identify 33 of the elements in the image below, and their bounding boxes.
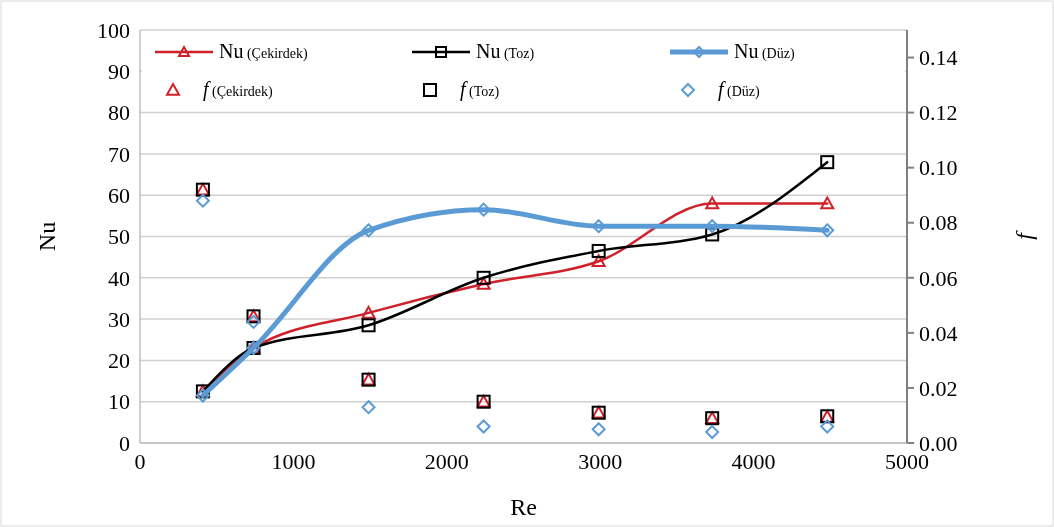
- x-tick-label: 3000: [578, 449, 623, 474]
- y-axis-title: Nu: [34, 221, 60, 252]
- legend-label: Nu (Düz): [734, 40, 795, 62]
- y2-tick-label: 0.06: [919, 265, 958, 291]
- x-tick-label: 0: [134, 449, 146, 474]
- y2-tick-label: 0.08: [919, 210, 958, 236]
- y2-tick-label: 0.14: [919, 45, 958, 71]
- y2-tick-label: 0.12: [919, 100, 958, 126]
- legend-label: f (Toz): [460, 78, 500, 101]
- y-tick-label: 80: [108, 100, 130, 126]
- x-tick-label: 1000: [271, 449, 316, 474]
- y-tick-label: 60: [108, 182, 130, 208]
- y-tick-label: 100: [97, 17, 130, 43]
- x-tick-label: 2000: [424, 449, 469, 474]
- y2-tick-label: 0.00: [919, 430, 958, 456]
- y-tick-label: 70: [108, 141, 130, 167]
- y-tick-label: 10: [108, 389, 130, 415]
- legend-label: f (Düz): [718, 78, 761, 101]
- x-tick-label: 4000: [731, 449, 776, 474]
- legend-label: f (Çekirdek): [203, 78, 274, 101]
- y2-axis-title: f: [1011, 229, 1037, 240]
- y-tick-label: 40: [108, 265, 130, 291]
- y2-tick-label: 0.10: [919, 155, 958, 181]
- y-tick-label: 20: [108, 348, 130, 374]
- y-tick-label: 90: [108, 59, 130, 84]
- y2-tick-label: 0.02: [919, 375, 958, 401]
- legend-label: Nu (Çekirdek): [219, 40, 308, 62]
- y-tick-label: 30: [108, 306, 130, 332]
- legend-label: Nu (Toz): [476, 40, 535, 62]
- y2-tick-label: 0.04: [919, 320, 958, 346]
- y-tick-label: 50: [108, 224, 130, 250]
- x-axis-title: Re: [510, 494, 537, 520]
- y-tick-label: 0: [119, 430, 130, 456]
